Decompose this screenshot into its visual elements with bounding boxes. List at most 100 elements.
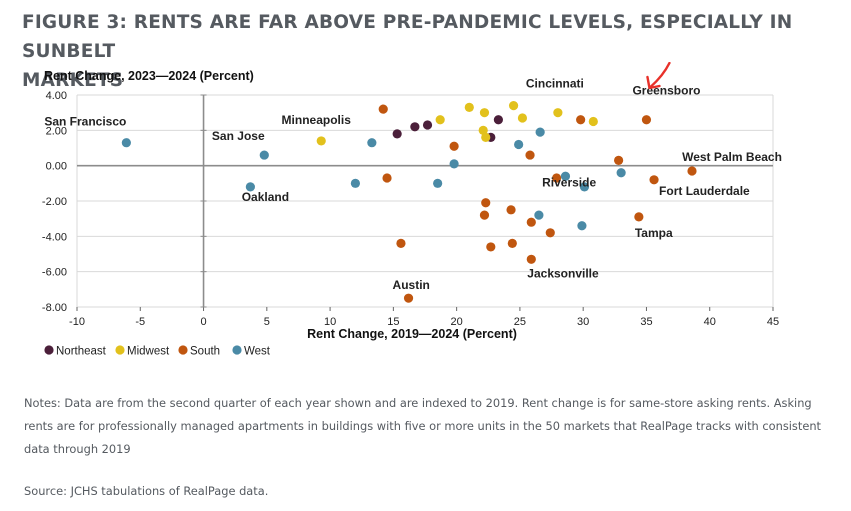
point-label: Jacksonville bbox=[527, 266, 599, 280]
legend-label-west: West bbox=[244, 346, 271, 358]
point-south bbox=[634, 212, 644, 222]
point-west bbox=[433, 178, 443, 188]
point-west bbox=[579, 182, 590, 192]
legend-swatch-south bbox=[178, 345, 188, 355]
x-tick-label: 0 bbox=[200, 316, 206, 328]
point-label: Oakland bbox=[242, 190, 289, 204]
point-label: Minneapolis bbox=[282, 113, 352, 127]
point-south bbox=[614, 155, 624, 165]
point-south bbox=[479, 210, 490, 220]
point-midwest bbox=[481, 132, 491, 142]
legend-swatch-west bbox=[232, 345, 242, 355]
point-west bbox=[449, 159, 459, 169]
point-label: Tampa bbox=[635, 226, 673, 240]
point-south bbox=[449, 141, 459, 151]
point-west bbox=[534, 210, 544, 220]
point-south bbox=[545, 228, 555, 238]
x-tick-label: 30 bbox=[577, 316, 589, 328]
point-midwest bbox=[553, 108, 563, 118]
point-south bbox=[649, 175, 659, 185]
point-midwest bbox=[464, 102, 474, 112]
point-west bbox=[245, 182, 255, 192]
y-tick-label: -8.00 bbox=[42, 302, 67, 314]
point-northeast bbox=[422, 120, 433, 130]
x-tick-label: 35 bbox=[640, 316, 652, 328]
point-south bbox=[378, 104, 388, 114]
x-tick-label: 45 bbox=[767, 316, 779, 328]
point-south bbox=[506, 205, 516, 215]
point-west bbox=[350, 178, 360, 188]
point-south bbox=[403, 293, 414, 303]
x-tick-label: 25 bbox=[514, 316, 526, 328]
point-west bbox=[121, 138, 131, 148]
point-label: San Francisco bbox=[44, 115, 126, 129]
scatter-chart: 4.00 2.00 0.00 -2.00 -4.00 -6.00 -8.00-10 -5 0 5 1… bbox=[42, 62, 782, 358]
point-label: Riverside bbox=[542, 176, 596, 190]
x-tick-label: -5 bbox=[135, 316, 145, 328]
red-arrow-head-icon bbox=[646, 75, 661, 90]
x-tick-label: 15 bbox=[387, 316, 399, 328]
data-points bbox=[121, 101, 697, 303]
point-labels: Minneapolis Cincinnati Austin Jacksonville G… bbox=[44, 77, 782, 292]
point-label: West Palm Beach bbox=[682, 150, 782, 164]
point-northeast bbox=[410, 122, 420, 132]
x-tick-label: -10 bbox=[69, 316, 85, 328]
point-south bbox=[507, 238, 517, 248]
figure-title-line-2: MARKETS bbox=[22, 70, 124, 91]
figure-title: FIGURE 3: RENTS ARE FAR ABOVE PRE-PANDEM… bbox=[22, 8, 832, 95]
figure-title-line-1: FIGURE 3: RENTS ARE FAR ABOVE PRE-PANDEM… bbox=[22, 12, 793, 62]
point-west bbox=[514, 139, 524, 150]
legend: Northeast Midwest South West bbox=[44, 345, 271, 358]
point-northeast bbox=[493, 115, 503, 125]
red-arrow-shaft bbox=[649, 62, 671, 89]
point-south bbox=[525, 150, 535, 160]
point-midwest bbox=[588, 116, 598, 127]
axes: 4.00 2.00 0.00 -2.00 -4.00 -6.00 -8.00-10 -5 0 5 1… bbox=[42, 69, 779, 341]
point-south bbox=[526, 217, 536, 227]
point-west bbox=[577, 221, 587, 231]
point-south bbox=[382, 173, 392, 183]
grid-lines bbox=[76, 94, 774, 308]
point-south bbox=[396, 238, 406, 248]
point-west bbox=[367, 138, 377, 148]
point-northeast bbox=[392, 129, 402, 139]
chart-notes: Notes: Data are from the second quarter … bbox=[24, 396, 822, 456]
point-south bbox=[481, 198, 491, 208]
point-west bbox=[616, 168, 626, 178]
point-south bbox=[687, 166, 697, 176]
point-midwest bbox=[508, 101, 519, 111]
point-west bbox=[535, 127, 545, 137]
point-midwest bbox=[479, 108, 490, 118]
point-label: Fort Lauderdale bbox=[659, 184, 750, 198]
point-midwest bbox=[517, 113, 528, 123]
point-label: Cincinnati bbox=[526, 77, 584, 91]
annotation bbox=[646, 62, 671, 90]
point-west bbox=[259, 150, 269, 160]
point-midwest bbox=[435, 115, 445, 125]
x-tick-label: 40 bbox=[704, 316, 716, 328]
point-south bbox=[641, 115, 652, 125]
point-south bbox=[526, 254, 536, 264]
point-label: Austin bbox=[393, 278, 430, 292]
x-tick-label: 10 bbox=[324, 316, 336, 328]
legend-label-south: South bbox=[190, 346, 220, 358]
point-south bbox=[486, 242, 496, 252]
x-tick-label: 5 bbox=[264, 316, 270, 328]
x-tick-label: 20 bbox=[451, 316, 463, 328]
y-tick-label: 2.00 bbox=[46, 125, 67, 137]
y-tick-label: -6.00 bbox=[42, 267, 67, 279]
point-label: San Jose bbox=[212, 129, 265, 143]
y-axis-title: Rent Change, 2023—2024 (Percent) bbox=[44, 69, 254, 83]
point-midwest bbox=[478, 125, 488, 135]
point-label: Greensboro bbox=[632, 84, 700, 98]
legend-label-midwest: Midwest bbox=[127, 346, 170, 358]
point-south bbox=[576, 115, 586, 125]
point-midwest bbox=[316, 136, 326, 146]
x-axis-title: Rent Change, 2019—2024 (Percent) bbox=[307, 327, 517, 341]
legend-swatch-northeast bbox=[44, 345, 54, 355]
point-south bbox=[552, 173, 562, 183]
y-tick-label: 4.00 bbox=[46, 90, 67, 102]
y-tick-label: -4.00 bbox=[42, 231, 67, 243]
legend-swatch-midwest bbox=[115, 345, 125, 355]
legend-label-northeast: Northeast bbox=[56, 346, 107, 358]
